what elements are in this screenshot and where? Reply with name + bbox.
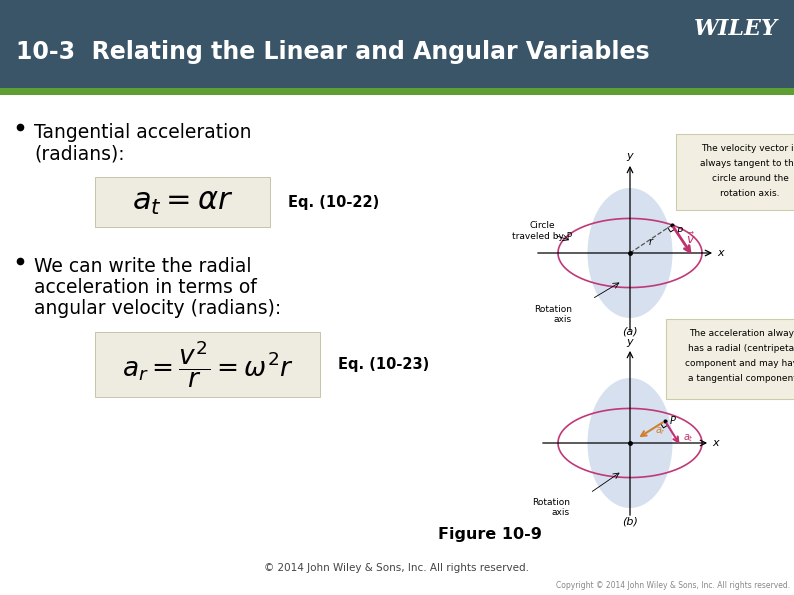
Text: Copyright © 2014 John Wiley & Sons, Inc. All rights reserved.: Copyright © 2014 John Wiley & Sons, Inc.… bbox=[556, 581, 790, 590]
Text: (a): (a) bbox=[622, 327, 638, 337]
FancyBboxPatch shape bbox=[676, 134, 794, 210]
Text: © 2014 John Wiley & Sons, Inc. All rights reserved.: © 2014 John Wiley & Sons, Inc. All right… bbox=[264, 563, 530, 573]
Text: angular velocity (radians):: angular velocity (radians): bbox=[34, 299, 281, 318]
Text: x: x bbox=[712, 438, 719, 448]
Text: We can write the radial: We can write the radial bbox=[34, 257, 252, 276]
Text: $a_r$: $a_r$ bbox=[655, 425, 666, 437]
Text: Rotation
axis: Rotation axis bbox=[534, 305, 572, 324]
Text: r: r bbox=[649, 237, 653, 247]
FancyBboxPatch shape bbox=[95, 332, 320, 397]
Text: Tangential acceleration: Tangential acceleration bbox=[34, 123, 252, 142]
Text: $a_t$: $a_t$ bbox=[683, 433, 694, 444]
Text: y: y bbox=[626, 151, 634, 161]
Ellipse shape bbox=[588, 188, 673, 318]
FancyBboxPatch shape bbox=[0, 95, 794, 595]
Text: a tangential component.: a tangential component. bbox=[688, 374, 794, 383]
Text: Eq. (10-23): Eq. (10-23) bbox=[338, 357, 430, 372]
Text: always tangent to this: always tangent to this bbox=[700, 159, 794, 168]
Text: The velocity vector is: The velocity vector is bbox=[701, 144, 794, 153]
Text: WILEY: WILEY bbox=[694, 18, 778, 40]
Text: $\vec{v}$: $\vec{v}$ bbox=[686, 231, 696, 246]
Text: circle around the: circle around the bbox=[711, 174, 788, 183]
Text: has a radial (centripetal): has a radial (centripetal) bbox=[688, 344, 794, 353]
Text: Rotation
axis: Rotation axis bbox=[532, 498, 570, 518]
Text: component and may have: component and may have bbox=[684, 359, 794, 368]
Text: x: x bbox=[717, 248, 723, 258]
Text: 10-3  Relating the Linear and Angular Variables: 10-3 Relating the Linear and Angular Var… bbox=[16, 40, 649, 64]
Text: y: y bbox=[626, 337, 634, 347]
Text: Eq. (10-22): Eq. (10-22) bbox=[288, 195, 380, 209]
Text: Circle
traveled by P: Circle traveled by P bbox=[512, 221, 572, 241]
Text: $a_t = \alpha r$: $a_t = \alpha r$ bbox=[132, 186, 233, 218]
FancyBboxPatch shape bbox=[666, 319, 794, 399]
Text: (radians):: (radians): bbox=[34, 144, 125, 163]
Text: P: P bbox=[670, 416, 676, 426]
FancyBboxPatch shape bbox=[95, 177, 270, 227]
FancyBboxPatch shape bbox=[0, 88, 794, 95]
Text: acceleration in terms of: acceleration in terms of bbox=[34, 278, 256, 297]
Text: (b): (b) bbox=[622, 517, 638, 527]
FancyBboxPatch shape bbox=[0, 0, 794, 88]
Text: Figure 10-9: Figure 10-9 bbox=[438, 528, 542, 543]
Text: $a_r = \dfrac{v^2}{r} = \omega^2 r$: $a_r = \dfrac{v^2}{r} = \omega^2 r$ bbox=[121, 339, 294, 390]
Text: P: P bbox=[677, 227, 683, 237]
Text: The acceleration always: The acceleration always bbox=[689, 329, 794, 338]
Ellipse shape bbox=[588, 378, 673, 508]
Text: rotation axis.: rotation axis. bbox=[720, 189, 780, 198]
